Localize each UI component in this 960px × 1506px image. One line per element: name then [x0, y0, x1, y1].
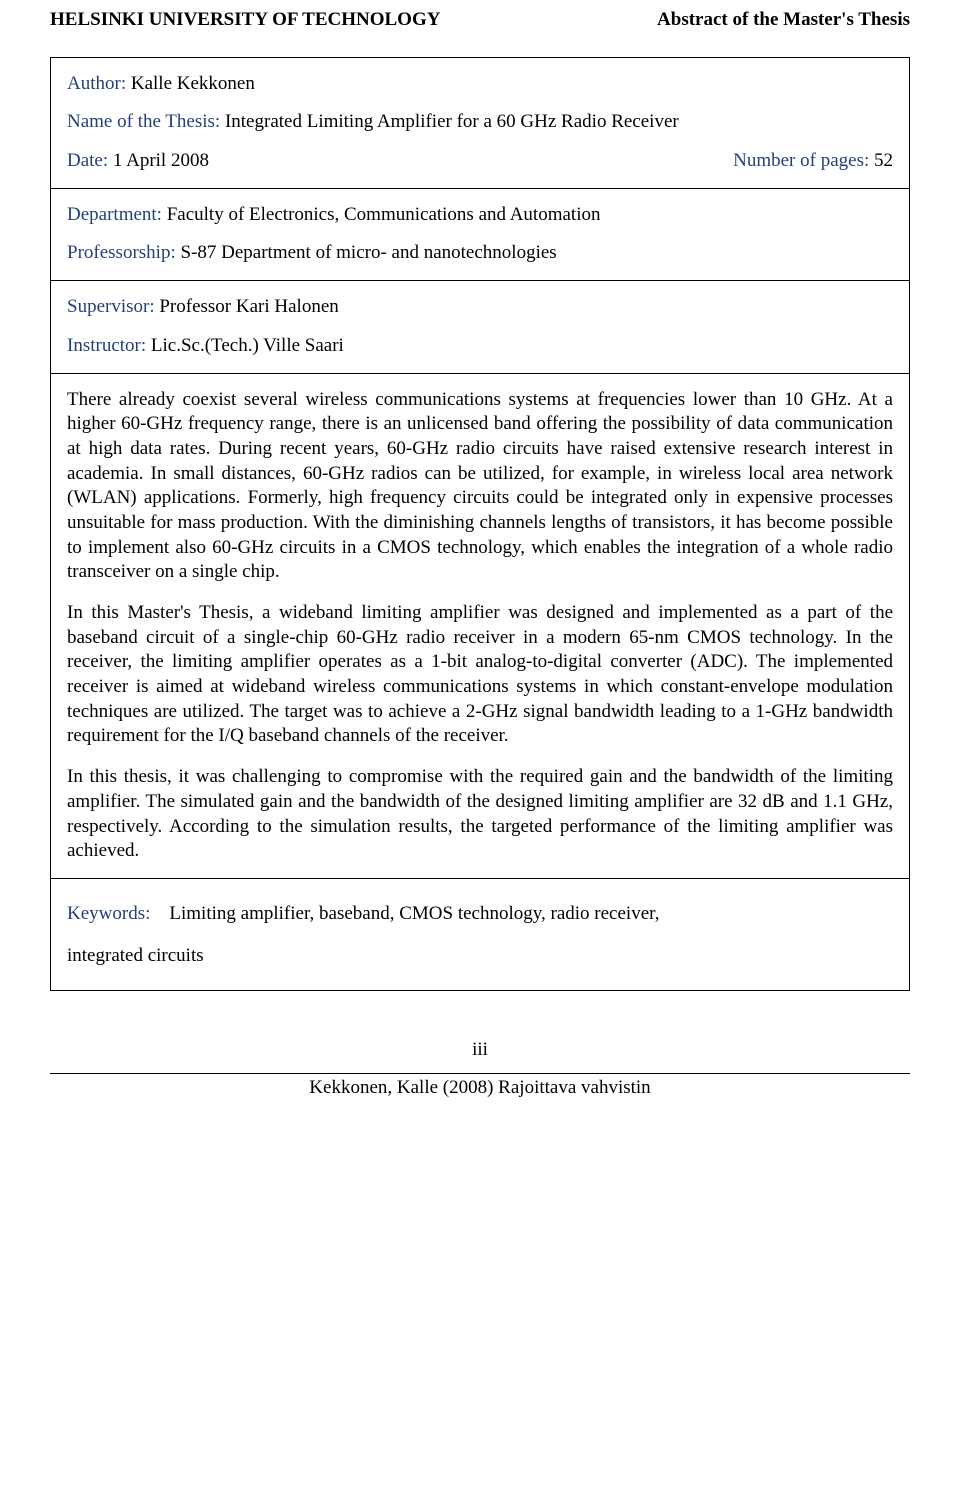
department-box: Department: Faculty of Electronics, Comm…: [50, 188, 910, 281]
thesis-value: Integrated Limiting Amplifier for a 60 G…: [225, 111, 679, 132]
header-left: HELSINKI UNIVERSITY OF TECHNOLOGY: [50, 8, 440, 33]
keywords-label: Keywords:: [67, 903, 150, 924]
author-box: Author: Kalle Kekkonen Name of the Thesi…: [50, 57, 910, 189]
header-right: Abstract of the Master's Thesis: [657, 8, 910, 33]
abstract-paragraph: In this Master's Thesis, a wideband limi…: [67, 601, 893, 749]
keywords-value: Limiting amplifier, baseband, CMOS techn…: [169, 903, 659, 924]
date-value: 1 April 2008: [113, 150, 209, 171]
pages-label: Number of pages:: [733, 150, 869, 171]
keywords-box: Keywords: Limiting amplifier, baseband, …: [50, 878, 910, 992]
instructor-value: Lic.Sc.(Tech.) Ville Saari: [151, 335, 344, 356]
dept-value: Faculty of Electronics, Communications a…: [167, 204, 601, 225]
page-number: iii: [50, 1038, 910, 1063]
instructor-label: Instructor:: [67, 335, 146, 356]
supervisor-box: Supervisor: Professor Kari Halonen Instr…: [50, 280, 910, 373]
supervisor-value: Professor Kari Halonen: [159, 296, 338, 317]
prof-label: Professorship:: [67, 242, 176, 263]
date-label: Date:: [67, 150, 108, 171]
prof-value: S-87 Department of micro- and nanotechno…: [180, 242, 556, 263]
abstract-paragraph: There already coexist several wireless c…: [67, 388, 893, 586]
keywords-value-2: integrated circuits: [67, 945, 204, 966]
pages-value: 52: [874, 150, 893, 171]
footer: Kekkonen, Kalle (2008) Rajoittava vahvis…: [50, 1073, 910, 1101]
author-value: Kalle Kekkonen: [131, 73, 255, 94]
abstract-box: There already coexist several wireless c…: [50, 373, 910, 879]
author-label: Author:: [67, 73, 126, 94]
thesis-label: Name of the Thesis:: [67, 111, 220, 132]
supervisor-label: Supervisor:: [67, 296, 155, 317]
abstract-paragraph: In this thesis, it was challenging to co…: [67, 765, 893, 864]
dept-label: Department:: [67, 204, 162, 225]
